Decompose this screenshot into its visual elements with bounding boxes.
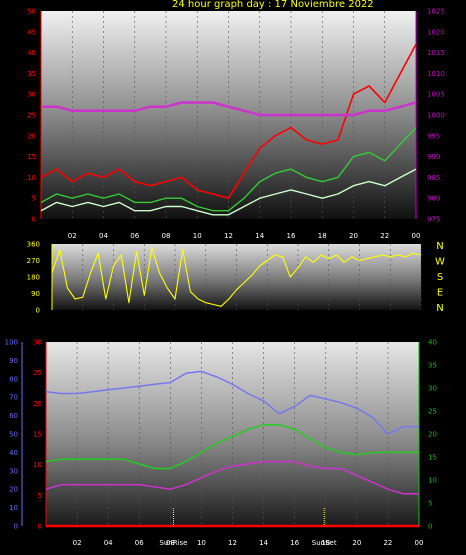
wind-light-line: [40, 168, 417, 216]
wind-panel-hour-label: 00: [412, 232, 421, 240]
graph-title: 24 hour graph day : 17 Noviembre 2022: [172, 0, 374, 10]
humidity-tick-label: 40: [9, 449, 18, 457]
compass-label: N: [436, 303, 443, 314]
right-tick-label: 35: [428, 362, 437, 370]
right-tick-label: 40: [428, 339, 437, 347]
temperature-tick-label: 0: [38, 523, 42, 531]
humidity-line: [45, 370, 419, 435]
direction-tick-label: 180: [27, 274, 40, 282]
pressure-tick-label: 1015: [427, 49, 445, 57]
dewpoint-line: [45, 460, 419, 495]
temperature-tick-label: 10: [33, 461, 42, 469]
temperature-tick-label: 5: [38, 492, 42, 500]
temp-panel-hour-label: 10: [197, 539, 206, 547]
pressure-tick-label: 1010: [427, 70, 445, 78]
wind-tick-label: 10: [27, 174, 36, 182]
temp-panel-hour-label: 20: [352, 539, 361, 547]
direction-line: [51, 247, 422, 307]
humidity-tick-label: 60: [9, 412, 18, 420]
wind-tick-label: 50: [27, 8, 36, 16]
direction-tick-label: 360: [27, 241, 40, 249]
right-tick-label: 15: [428, 454, 437, 462]
wind-tick-label: 25: [27, 112, 36, 120]
sunset-label: SunSet: [312, 539, 337, 547]
pressure-tick-label: 995: [427, 132, 440, 140]
wind-average-line: [40, 127, 417, 212]
wind-panel-hour-label: 16: [287, 232, 296, 240]
temp-panel-hour-label: 22: [383, 539, 392, 547]
direction-tick-label: 0: [36, 307, 40, 315]
wind-panel-hour-label: 22: [380, 232, 389, 240]
wind-panel-hour-label: 12: [224, 232, 233, 240]
temperature-tick-label: 15: [33, 431, 42, 439]
right-tick-label: 0: [428, 523, 432, 531]
humidity-tick-label: 90: [9, 357, 18, 365]
wind-tick-label: 40: [27, 49, 36, 57]
pressure-tick-label: 985: [427, 174, 440, 182]
temp-panel-hour-label: 02: [73, 539, 82, 547]
compass-label: N: [436, 241, 443, 252]
wind-panel-hour-label: 08: [162, 232, 171, 240]
sunrise-label: SunRise: [159, 539, 187, 547]
wind-panel-hour-label: 18: [318, 232, 327, 240]
pressure-tick-label: 1000: [427, 112, 445, 120]
wind-tick-label: 45: [27, 28, 36, 36]
temp-panel-hour-label: 04: [104, 539, 113, 547]
wind-panel-hour-label: 06: [130, 232, 139, 240]
humidity-tick-label: 100: [5, 339, 18, 347]
pressure-tick-label: 1025: [427, 8, 445, 16]
humidity-tick-label: 30: [9, 467, 18, 475]
temp-panel-hour-label: 12: [228, 539, 237, 547]
temperature-tick-label: 25: [33, 369, 42, 377]
wind-tick-label: 0: [32, 216, 36, 224]
temp-panel-hour-label: 16: [290, 539, 299, 547]
pressure-tick-label: 980: [427, 195, 440, 203]
wind-tick-label: 15: [27, 153, 36, 161]
compass-label: S: [437, 272, 443, 283]
right-tick-label: 20: [428, 431, 437, 439]
wind-tick-label: 20: [27, 132, 36, 140]
wind-panel-hour-label: 04: [99, 232, 108, 240]
right-tick-label: 30: [428, 385, 437, 393]
temp-panel-hour-label: 14: [259, 539, 268, 547]
wind-gust-line: [40, 43, 417, 199]
wind-tick-label: 5: [32, 195, 36, 203]
wind-panel-hour-label: 14: [255, 232, 264, 240]
direction-tick-label: 90: [31, 290, 40, 298]
temperature-tick-label: 30: [33, 339, 42, 347]
humidity-tick-label: 10: [9, 504, 18, 512]
right-tick-label: 10: [428, 477, 437, 485]
humidity-tick-label: 80: [9, 375, 18, 383]
pressure-tick-label: 1020: [427, 28, 445, 36]
wind-panel-hour-label: 20: [349, 232, 358, 240]
humidity-tick-label: 50: [9, 431, 18, 439]
temp-panel-hour-label: 08: [166, 539, 175, 547]
compass-label: E: [437, 288, 443, 299]
temp-panel-hour-label: 06: [135, 539, 144, 547]
direction-tick-label: 270: [27, 257, 40, 265]
right-tick-label: 25: [428, 408, 437, 416]
humidity-tick-label: 0: [14, 523, 18, 531]
temperature-line: [45, 424, 419, 470]
right-tick-label: 5: [428, 500, 432, 508]
humidity-tick-label: 20: [9, 486, 18, 494]
temp-panel-hour-label: 00: [415, 539, 424, 547]
pressure-tick-label: 990: [427, 153, 440, 161]
temp-panel-hour-label: 18: [321, 539, 330, 547]
pressure-tick-label: 975: [427, 216, 440, 224]
temperature-tick-label: 20: [33, 400, 42, 408]
wind-panel-hour-label: 02: [68, 232, 77, 240]
pressure-line: [41, 101, 417, 117]
wind-tick-label: 35: [27, 70, 36, 78]
wind-tick-label: 30: [27, 91, 36, 99]
humidity-tick-label: 70: [9, 394, 18, 402]
compass-label: W: [435, 257, 445, 268]
pressure-tick-label: 1005: [427, 91, 445, 99]
wind-panel-hour-label: 10: [193, 232, 202, 240]
